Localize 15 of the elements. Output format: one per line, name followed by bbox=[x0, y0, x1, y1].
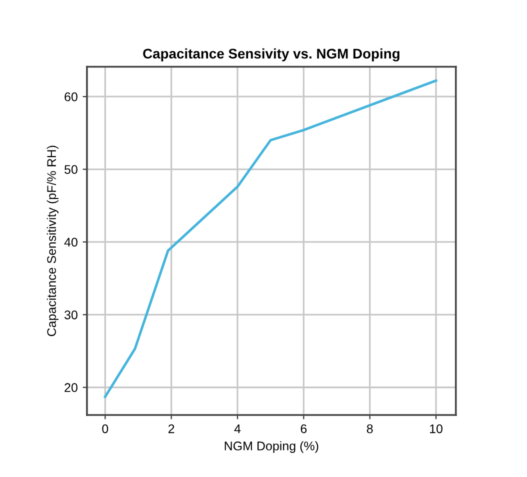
y-tick-label: 50 bbox=[64, 165, 78, 174]
x-axis-title: NGM Doping (%) bbox=[224, 441, 318, 453]
x-tick-label: 10 bbox=[430, 424, 442, 434]
y-axis-title: Capacitance Sensitivity (pF/% RH) bbox=[46, 146, 58, 336]
y-tick-label: 20 bbox=[64, 383, 78, 392]
x-tick-label: 4 bbox=[234, 424, 241, 434]
y-tick-label: 30 bbox=[64, 310, 78, 320]
x-tick-label: 8 bbox=[366, 424, 373, 434]
line-series bbox=[104, 79, 438, 398]
chart-title: Capacitance Sensivity vs. NGM Doping bbox=[143, 48, 400, 62]
x-tick-label: 6 bbox=[300, 424, 307, 434]
y-tick-label: 40 bbox=[64, 238, 78, 247]
x-tick-label: 2 bbox=[168, 424, 174, 434]
x-tick-label: 0 bbox=[102, 424, 108, 434]
y-tick-label: 60 bbox=[64, 92, 78, 102]
